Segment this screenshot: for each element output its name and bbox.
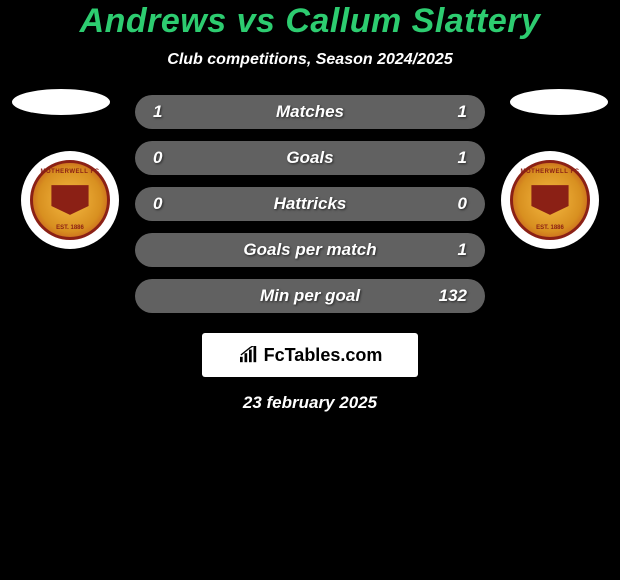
stat-row-hattricks: 0 Hattricks 0 xyxy=(135,187,485,221)
page-subtitle: Club competitions, Season 2024/2025 xyxy=(0,51,620,69)
badge-shield-icon xyxy=(51,185,88,215)
badge-top-text: MOTHERWELL FC xyxy=(521,169,580,175)
brand-box[interactable]: FcTables.com xyxy=(202,333,418,377)
stat-left-value: 0 xyxy=(153,194,183,214)
stat-row-goals: 0 Goals 1 xyxy=(135,141,485,175)
badge-top-text: MOTHERWELL FC xyxy=(41,169,100,175)
stat-right-value: 0 xyxy=(437,194,467,214)
player-right-avatar-placeholder xyxy=(510,89,608,115)
stat-left-value: 0 xyxy=(153,148,183,168)
stat-label: Matches xyxy=(276,102,344,122)
stat-right-value: 1 xyxy=(437,148,467,168)
page-title: Andrews vs Callum Slattery xyxy=(0,2,620,41)
stats-area: MOTHERWELL FC EST. 1886 MOTHERWELL FC ES… xyxy=(0,95,620,413)
stat-right-value: 1 xyxy=(437,240,467,260)
stat-row-min-per-goal: Min per goal 132 xyxy=(135,279,485,313)
stat-label: Min per goal xyxy=(260,286,360,306)
stat-label: Goals per match xyxy=(243,240,376,260)
stat-row-goals-per-match: Goals per match 1 xyxy=(135,233,485,267)
badge-ring: MOTHERWELL FC EST. 1886 xyxy=(501,151,599,249)
stat-rows: 1 Matches 1 0 Goals 1 0 Hattricks 0 Goal… xyxy=(135,95,485,313)
badge-inner: MOTHERWELL FC EST. 1886 xyxy=(510,160,590,240)
player-right-club-badge: MOTHERWELL FC EST. 1886 xyxy=(501,151,599,249)
player-left-avatar-placeholder xyxy=(12,89,110,115)
badge-bottom-text: EST. 1886 xyxy=(536,225,564,231)
comparison-card: Andrews vs Callum Slattery Club competit… xyxy=(0,0,620,413)
badge-shield-icon xyxy=(531,185,568,215)
stat-label: Hattricks xyxy=(274,194,347,214)
badge-bottom-text: EST. 1886 xyxy=(56,225,84,231)
stat-label: Goals xyxy=(286,148,333,168)
stat-row-matches: 1 Matches 1 xyxy=(135,95,485,129)
stat-right-value: 132 xyxy=(437,286,467,306)
footer-date: 23 february 2025 xyxy=(0,393,620,413)
player-left-club-badge: MOTHERWELL FC EST. 1886 xyxy=(21,151,119,249)
badge-inner: MOTHERWELL FC EST. 1886 xyxy=(30,160,110,240)
stat-right-value: 1 xyxy=(437,102,467,122)
badge-ring: MOTHERWELL FC EST. 1886 xyxy=(21,151,119,249)
brand-text: FcTables.com xyxy=(264,345,383,366)
stat-left-value: 1 xyxy=(153,102,183,122)
bar-chart-icon xyxy=(238,346,260,364)
